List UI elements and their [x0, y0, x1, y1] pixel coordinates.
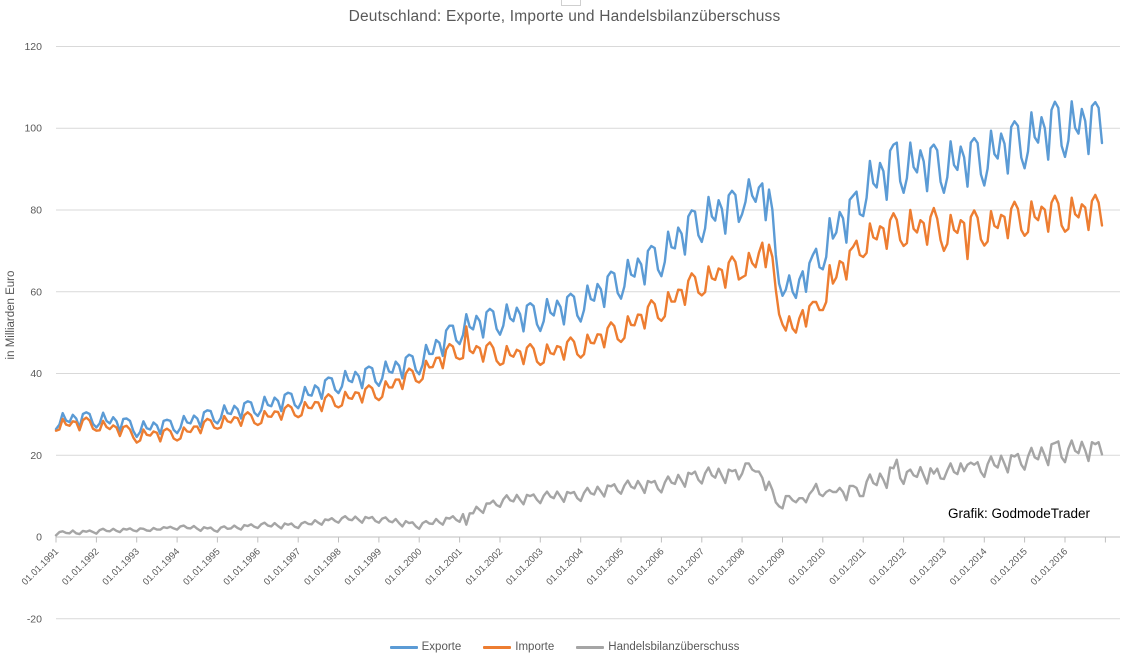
y-tick-label: -20	[27, 613, 42, 625]
series-line-importe	[54, 193, 1104, 444]
x-tick-label: 01.01.2013	[908, 546, 949, 587]
legend-item-exporte: Exporte	[389, 641, 462, 653]
x-tick-label: 01.01.1991	[20, 546, 61, 587]
legend-item-handelsbilanzberschuss: Handelsbilanzüberschuss	[576, 641, 739, 653]
legend-item-importe: Importe	[483, 641, 554, 653]
legend: Exporte Importe Handelsbilanzüberschuss	[0, 637, 1129, 657]
y-tick-label: 0	[36, 532, 42, 544]
x-tick-label: 01.01.2011	[827, 546, 868, 587]
selection-handle-artifact	[561, 0, 581, 6]
x-axis	[55, 536, 1120, 543]
gridlines	[56, 46, 1120, 620]
x-tick-label: 01.01.2009	[746, 546, 787, 587]
x-tick-label: 01.01.2004	[544, 546, 585, 587]
x-axis-labels: 01.01.199101.01.199201.01.199301.01.1994…	[20, 546, 1070, 587]
x-tick-label: 01.01.2012	[867, 546, 908, 587]
x-tick-label: 01.01.1998	[302, 546, 343, 587]
x-tick-label: 01.01.1997	[262, 546, 303, 587]
legend-label: Exporte	[421, 641, 462, 653]
legend-line-swatch	[576, 645, 605, 649]
legend-line-swatch	[389, 645, 418, 649]
x-tick-label: 01.01.2005	[585, 546, 626, 587]
y-tick-label: 40	[30, 368, 42, 380]
x-tick-label: 01.01.2006	[625, 546, 666, 587]
y-tick-label: 120	[24, 41, 42, 53]
x-tick-label: 01.01.1999	[343, 546, 384, 587]
x-tick-label: 01.01.2002	[464, 546, 505, 587]
legend-line-swatch	[483, 645, 512, 649]
legend-label: Handelsbilanzüberschuss	[608, 641, 740, 653]
series-line-handelsbilanzberschuss	[54, 439, 1104, 537]
source-annotation: Grafik: GodmodeTrader	[948, 506, 1091, 521]
x-tick-label: 01.01.2015	[988, 546, 1029, 587]
x-tick-label: 01.01.1994	[141, 546, 182, 587]
x-tick-label: 01.01.2003	[504, 546, 545, 587]
x-tick-label: 01.01.2014	[948, 546, 989, 587]
x-tick-label: 01.01.2008	[706, 546, 747, 587]
y-tick-label: 100	[24, 123, 42, 135]
x-tick-label: 01.01.1996	[222, 546, 263, 587]
y-tick-label: 20	[30, 450, 42, 462]
x-tick-label: 01.01.2000	[383, 546, 424, 587]
y-tick-label: 60	[30, 286, 42, 298]
x-tick-label: 01.01.1992	[60, 546, 101, 587]
x-tick-label: 01.01.1993	[100, 546, 141, 587]
x-tick-label: 01.01.2001	[423, 546, 464, 587]
series-line-exporte	[54, 100, 1104, 439]
x-tick-label: 01.01.1995	[181, 546, 222, 587]
legend-label: Importe	[515, 641, 555, 653]
y-axis-labels: 120 100 80 60 40 20 0 -20	[24, 41, 42, 625]
x-tick-label: 01.01.2007	[665, 546, 706, 587]
x-tick-label: 01.01.2010	[787, 546, 828, 587]
x-tick-label: 01.01.2016	[1029, 546, 1070, 587]
chart-title: Deutschland: Exporte, Importe und Handel…	[348, 8, 781, 25]
y-tick-label: 80	[30, 205, 42, 217]
